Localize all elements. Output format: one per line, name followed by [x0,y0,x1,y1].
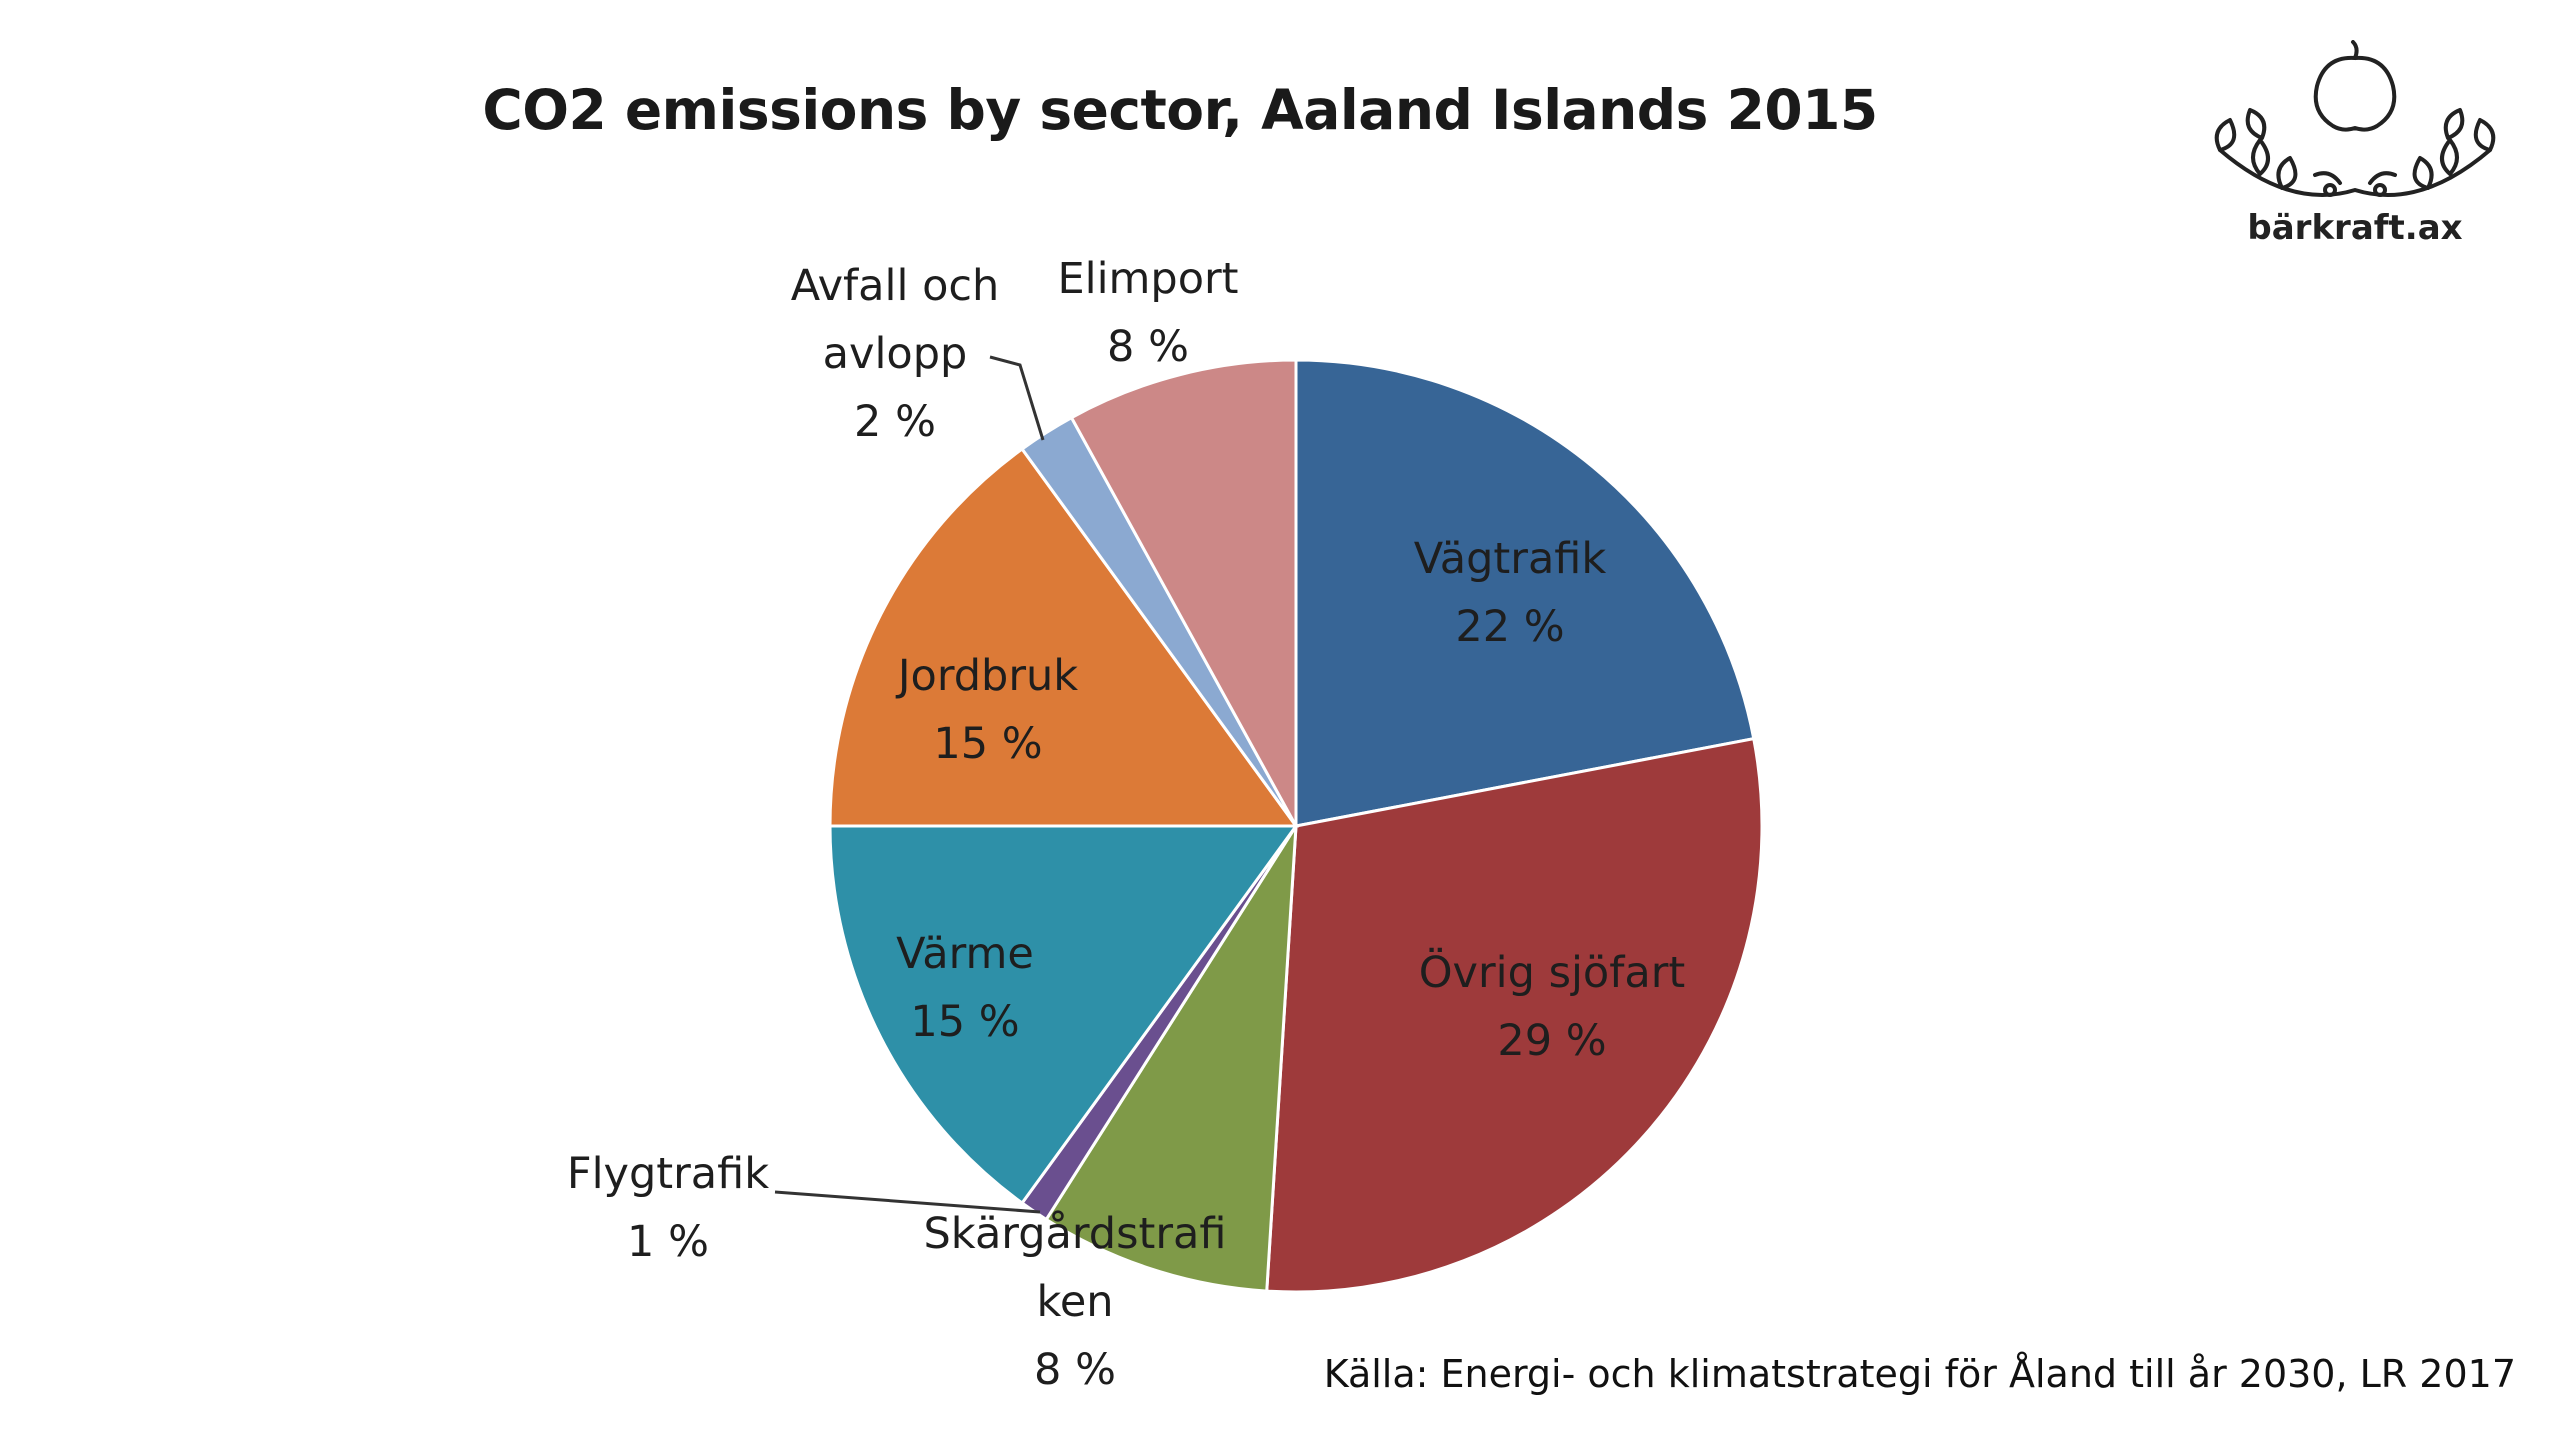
pie-slice-vagtrafik [1294,358,1756,828]
data-label-elimport: Elimport 8 % [1057,254,1238,372]
logo-text: bärkraft.ax [2247,208,2463,248]
barkraft-logo: bärkraft.ax [2190,40,2520,270]
data-labels: Vägtrafik 22 % Övrig sjöfart 29 % Skärgårdst… [567,254,1685,1395]
data-label-varme: Värme 15 % [896,929,1034,1047]
data-label-skargardstrafiken: Skärgårdstrafi ken 8 % [924,1209,1227,1395]
data-label-flygtrafik: Flygtrafik 1 % [567,1149,769,1267]
leader-line-flygtrafik [774,1190,1041,1214]
pie-slice-ovrig-sjofart [1265,736,1764,1294]
leader-lines [774,355,1045,1214]
pie-slice-jordbruk [828,446,1299,828]
pie-slice-skargardstrafiken [1044,825,1298,1293]
leader-line-avfall-och-avlopp [989,355,1045,441]
data-label-jordbruk: Jordbruk 15 % [895,651,1078,769]
pie-slices [828,358,1764,1294]
data-label-avfall-och-avlopp: Avfall och avlopp 2 % [791,261,1000,447]
pie-slice-elimport [1069,358,1298,827]
chart-title: CO2 emissions by sector, Aaland Islands … [482,78,1878,142]
data-label-ovrig-sjofart: Övrig sjöfart 29 % [1419,947,1686,1066]
pie-slice-varme [828,824,1299,1206]
apple-branch-icon [2214,40,2496,197]
data-label-vagtrafik: Vägtrafik 22 % [1414,534,1607,652]
source-note: Källa: Energi- och klimatstrategi för Ål… [1323,1352,2516,1396]
